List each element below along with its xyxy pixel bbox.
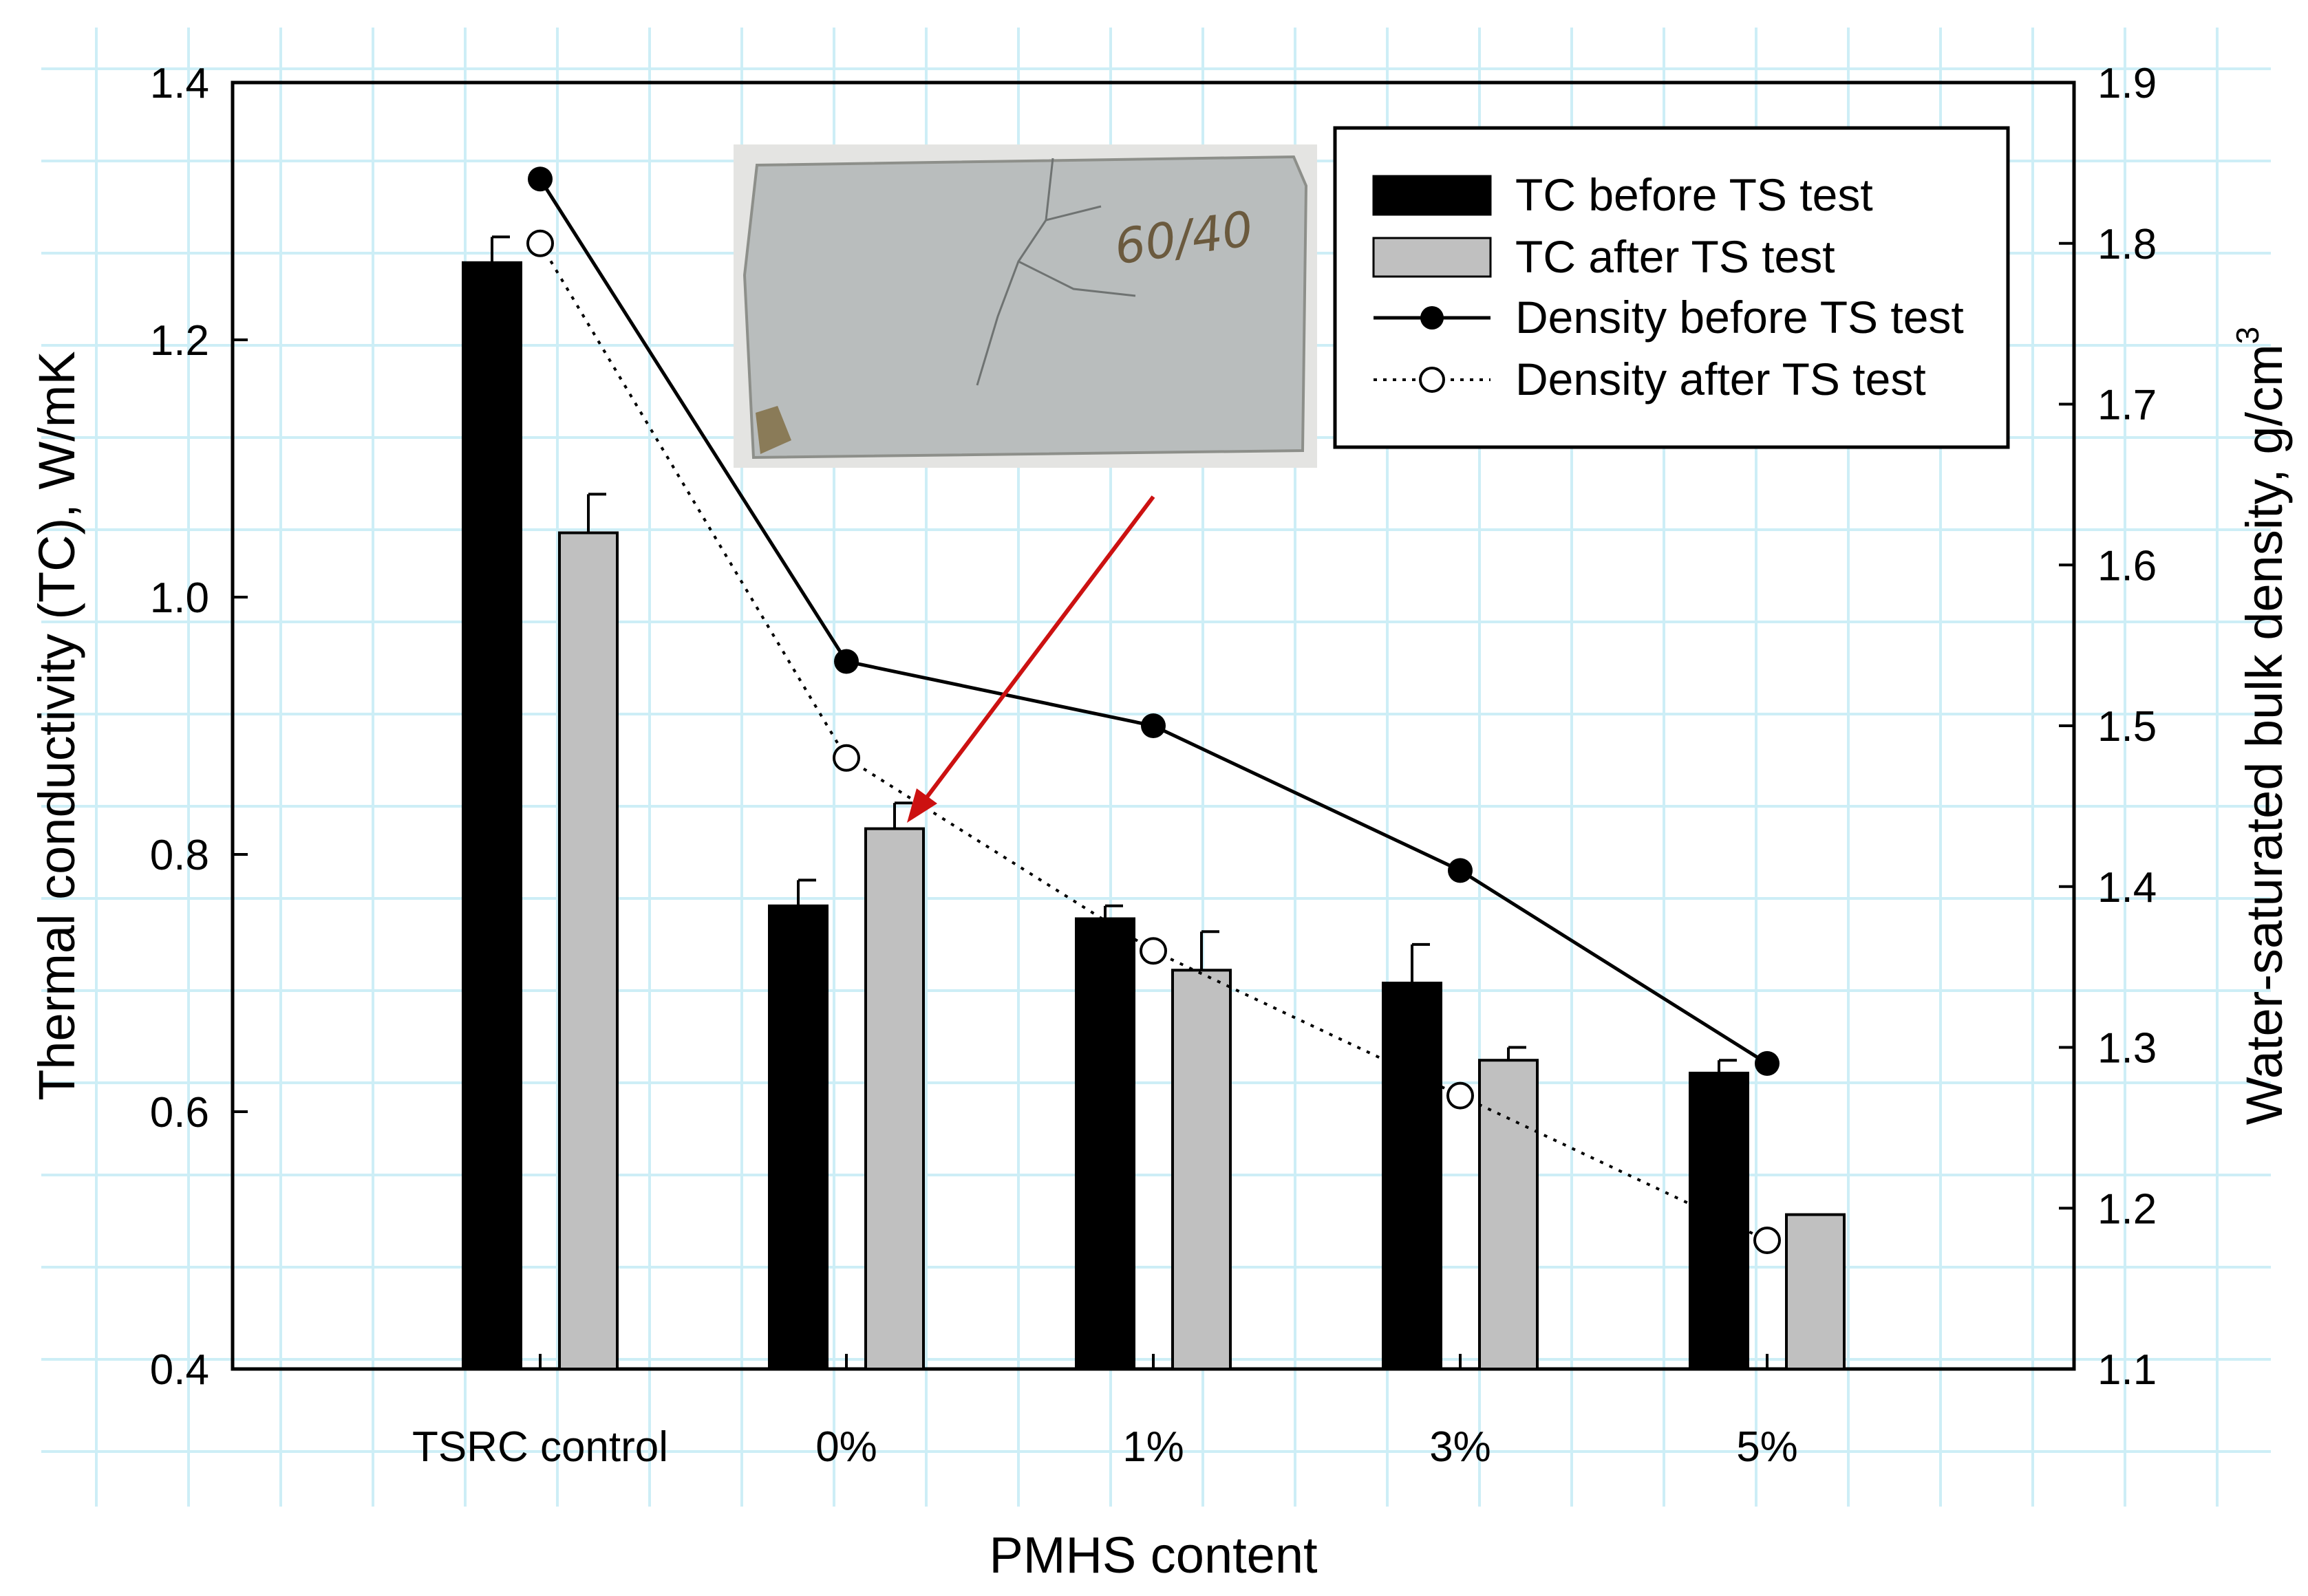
legend: TC before TS test TC after TS test Densi…	[1333, 126, 2010, 449]
density-point	[526, 229, 554, 257]
y-tick-label: 1.2	[150, 317, 209, 365]
bar	[1382, 982, 1442, 1370]
y2-tick-label: 1.8	[2097, 221, 2157, 268]
density-point	[834, 649, 859, 674]
bar	[462, 261, 522, 1370]
y2-axis-title-text: Water-saturated bulk density, g/cm	[2236, 344, 2293, 1125]
annotation-arrow	[907, 495, 1155, 823]
x-axis-title: PMHS content	[989, 1527, 1318, 1584]
legend-label-tc-after: TC after TS test	[1515, 231, 1835, 282]
y-axis-title: Thermal conductivity (TC), W/mK	[28, 351, 85, 1101]
y-tick-label: 0.6	[150, 1089, 209, 1136]
legend-swatch-tc-before	[1372, 175, 1492, 216]
y2-axis-title-superscript: 3	[2230, 327, 2265, 345]
density-point	[1141, 713, 1166, 738]
y-tick-label: 0.4	[150, 1346, 209, 1394]
axes: 0.4 0.6 0.8 1.0 1.2 1.4 1.1 1.2 1.3 1.4 1.5 1.6 1.7 1…	[150, 60, 2157, 1471]
legend-swatch-tc-after	[1372, 237, 1492, 278]
x-tick-label: TSRC control	[412, 1423, 668, 1471]
density-point	[1446, 1081, 1474, 1110]
density-point	[833, 744, 860, 772]
bar	[1785, 1213, 1846, 1370]
y-tick-label: 1.4	[150, 60, 209, 107]
density-point	[1753, 1227, 1781, 1254]
y-tick-label: 0.8	[150, 832, 209, 879]
y2-tick-label: 1.3	[2097, 1025, 2157, 1072]
y2-tick-label: 1.9	[2097, 60, 2157, 107]
y2-tick-label: 1.2	[2097, 1185, 2157, 1233]
y2-tick-label: 1.5	[2097, 703, 2157, 751]
density-point	[528, 166, 553, 192]
bars	[462, 235, 1846, 1371]
legend-label-tc-before: TC before TS test	[1515, 169, 1873, 220]
x-tick-label: 3%	[1429, 1423, 1491, 1471]
density-lines	[526, 166, 1781, 1254]
x-tick-label: 1%	[1122, 1423, 1184, 1471]
density-point	[1755, 1050, 1780, 1076]
x-tick-label: 0%	[815, 1423, 877, 1471]
bar	[1478, 1059, 1539, 1370]
y2-tick-label: 1.7	[2097, 382, 2157, 429]
bar	[1171, 969, 1232, 1371]
bar	[768, 904, 829, 1371]
y2-tick-label: 1.4	[2097, 864, 2157, 912]
density-point	[1448, 858, 1473, 883]
legend-marker-density-after	[1419, 367, 1445, 393]
y2-tick-label: 1.6	[2097, 542, 2157, 590]
inset-photo: 60/40	[734, 144, 1317, 468]
bar	[864, 827, 925, 1370]
legend-label-density-before: Density before TS test	[1515, 292, 1964, 343]
bar	[558, 531, 619, 1370]
y2-tick-label: 1.1	[2097, 1346, 2157, 1394]
bar	[1075, 917, 1135, 1370]
legend-label-density-after: Density after TS test	[1515, 354, 1926, 405]
x-tick-label: 5%	[1736, 1423, 1798, 1471]
legend-marker-density-before	[1420, 306, 1444, 330]
density-point	[1140, 937, 1167, 965]
y2-axis-title: Water-saturated bulk density, g/cm3	[2230, 327, 2293, 1125]
bar	[1689, 1071, 1749, 1371]
y-tick-label: 1.0	[150, 574, 209, 622]
